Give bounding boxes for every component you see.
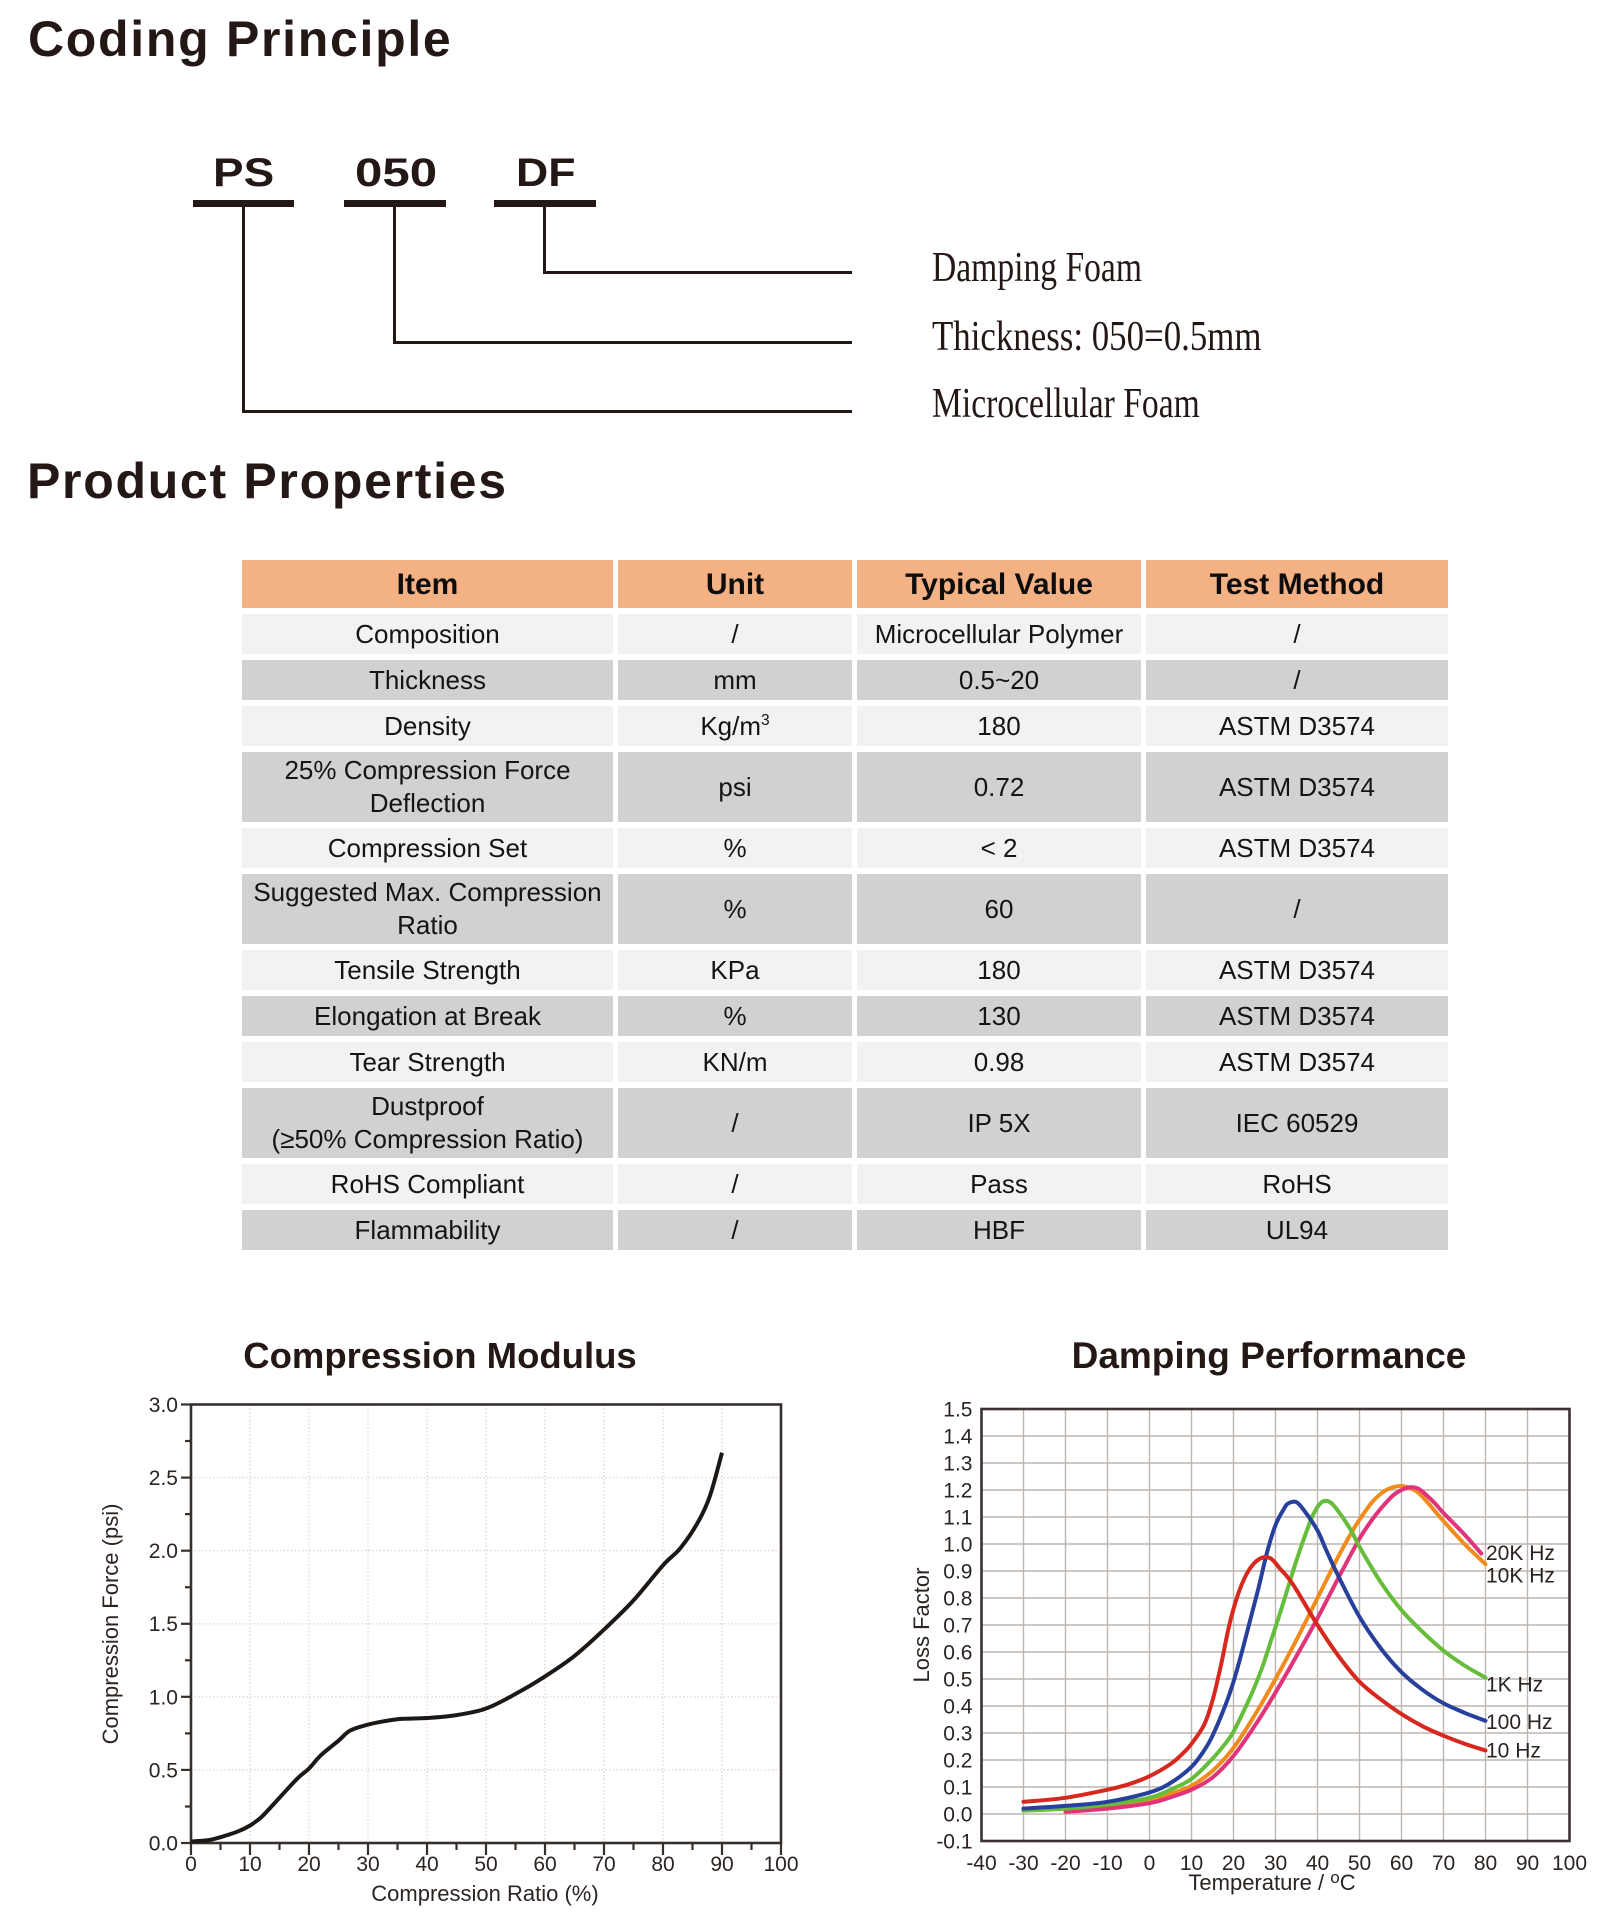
svg-text:Compression Force (psi): Compression Force (psi) <box>98 1504 123 1745</box>
svg-text:2.0: 2.0 <box>149 1540 178 1563</box>
svg-text:2.5: 2.5 <box>149 1467 178 1490</box>
svg-text:1.2: 1.2 <box>943 1480 972 1503</box>
svg-text:60: 60 <box>1390 1852 1413 1875</box>
svg-text:50: 50 <box>474 1853 497 1876</box>
svg-text:0.6: 0.6 <box>943 1642 972 1665</box>
svg-text:70: 70 <box>592 1853 615 1876</box>
svg-text:0.0: 0.0 <box>149 1833 178 1856</box>
svg-text:Damping Performance: Damping Performance <box>1072 1335 1467 1376</box>
svg-text:1.4: 1.4 <box>943 1426 973 1449</box>
svg-text:0.0: 0.0 <box>943 1804 972 1827</box>
svg-text:0.8: 0.8 <box>943 1588 972 1611</box>
svg-text:0.9: 0.9 <box>943 1561 972 1584</box>
svg-text:1.5: 1.5 <box>149 1613 178 1636</box>
svg-text:-10: -10 <box>1092 1852 1122 1875</box>
svg-text:60: 60 <box>533 1853 556 1876</box>
svg-text:0: 0 <box>185 1853 197 1876</box>
svg-text:90: 90 <box>710 1853 733 1876</box>
svg-text:0.2: 0.2 <box>943 1750 972 1773</box>
svg-text:50: 50 <box>1348 1852 1371 1875</box>
svg-text:1.3: 1.3 <box>943 1453 972 1476</box>
svg-text:20: 20 <box>297 1853 320 1876</box>
svg-text:30: 30 <box>356 1853 379 1876</box>
svg-text:1.0: 1.0 <box>943 1534 972 1557</box>
svg-text:0.5: 0.5 <box>943 1669 972 1692</box>
svg-text:3.0: 3.0 <box>149 1394 178 1417</box>
svg-text:1.5: 1.5 <box>943 1399 972 1422</box>
svg-text:70: 70 <box>1432 1852 1455 1875</box>
svg-text:Loss Factor: Loss Factor <box>909 1568 934 1683</box>
svg-text:0.4: 0.4 <box>943 1696 973 1719</box>
svg-text:0.3: 0.3 <box>943 1723 972 1746</box>
svg-text:-40: -40 <box>966 1852 996 1875</box>
svg-text:Compression Ratio (%): Compression Ratio (%) <box>371 1881 598 1906</box>
svg-text:Compression Modulus: Compression Modulus <box>243 1335 636 1376</box>
svg-text:10 Hz: 10 Hz <box>1486 1740 1541 1763</box>
svg-text:1.0: 1.0 <box>149 1686 178 1709</box>
svg-text:0.5: 0.5 <box>149 1759 178 1782</box>
svg-text:-20: -20 <box>1050 1852 1080 1875</box>
svg-text:10: 10 <box>1180 1852 1203 1875</box>
svg-text:10K Hz: 10K Hz <box>1486 1565 1555 1588</box>
svg-text:80: 80 <box>651 1853 674 1876</box>
svg-text:40: 40 <box>415 1853 438 1876</box>
svg-text:30: 30 <box>1264 1852 1287 1875</box>
svg-text:90: 90 <box>1516 1852 1539 1875</box>
svg-text:100 Hz: 100 Hz <box>1486 1711 1553 1734</box>
svg-text:Temperature / oC: Temperature / oC <box>1188 1868 1355 1895</box>
svg-text:1K Hz: 1K Hz <box>1486 1674 1543 1697</box>
svg-text:100: 100 <box>763 1853 798 1876</box>
svg-text:100: 100 <box>1552 1852 1587 1875</box>
svg-text:10: 10 <box>238 1853 261 1876</box>
svg-text:20: 20 <box>1222 1852 1245 1875</box>
svg-text:-0.1: -0.1 <box>936 1831 972 1854</box>
svg-text:1.1: 1.1 <box>943 1507 972 1530</box>
svg-text:0.7: 0.7 <box>943 1615 972 1638</box>
svg-text:40: 40 <box>1306 1852 1329 1875</box>
svg-text:-30: -30 <box>1008 1852 1038 1875</box>
svg-text:0: 0 <box>1144 1852 1156 1875</box>
svg-text:20K Hz: 20K Hz <box>1486 1542 1555 1565</box>
svg-text:80: 80 <box>1474 1852 1497 1875</box>
svg-text:0.1: 0.1 <box>943 1777 972 1800</box>
